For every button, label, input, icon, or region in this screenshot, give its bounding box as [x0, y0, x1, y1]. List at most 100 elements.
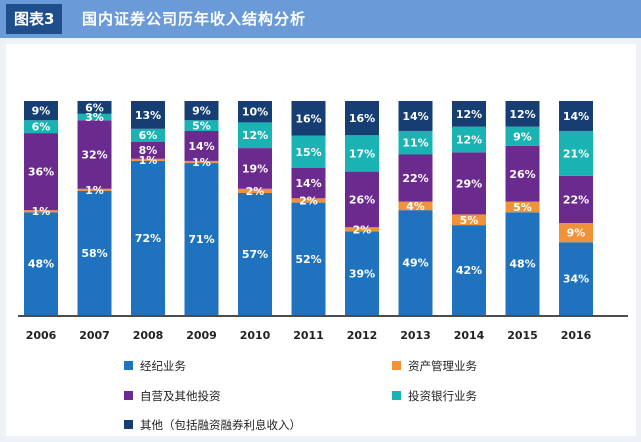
data-label-brokerage-2009: 71%: [188, 233, 214, 246]
data-label-brokerage-2010: 57%: [242, 248, 268, 261]
data-label-brokerage-2007: 58%: [81, 247, 107, 260]
data-label-ib-2016: 21%: [563, 147, 589, 160]
x-tick-2011: 2011: [293, 329, 324, 342]
data-label-proprietary-2011: 14%: [295, 177, 321, 190]
data-label-other-2007: 6%: [85, 101, 104, 114]
bar-segment-brokerage-2011: [291, 202, 326, 315]
bar-segment-brokerage-2013: [398, 210, 433, 315]
data-label-other-2009: 9%: [192, 105, 211, 118]
bar-segment-proprietary-2006: [24, 133, 58, 211]
bar-segment-proprietary-2008: [131, 141, 165, 159]
legend-swatch-asset_mgmt: [392, 361, 401, 370]
bar-segment-ib-2014: [452, 126, 486, 153]
bar-segment-asset_mgmt-2011: [291, 198, 326, 203]
bar-segment-brokerage-2008: [131, 160, 165, 315]
data-label-proprietary-2008: 8%: [139, 144, 158, 157]
legend-label-other: 其他（包括融资融券利息收入）: [140, 418, 301, 432]
x-tick-2013: 2013: [400, 329, 431, 342]
bar-segment-brokerage-2007: [77, 190, 112, 315]
x-tick-2016: 2016: [561, 329, 592, 342]
bar-segment-other-2014: [452, 101, 486, 127]
data-label-asset_mgmt-2011: 2%: [299, 194, 318, 207]
x-tick-2010: 2010: [240, 329, 271, 342]
legend-swatch-brokerage: [124, 361, 133, 370]
data-label-brokerage-2013: 49%: [402, 257, 428, 270]
bar-segment-proprietary-2016: [559, 175, 593, 223]
bar-segment-asset_mgmt-2007: [77, 188, 112, 191]
legend-swatch-proprietary: [124, 391, 133, 400]
data-label-ib-2006: 6%: [32, 121, 51, 134]
data-label-asset_mgmt-2008: 1%: [139, 154, 158, 167]
chart-area: 48% 1% 36% 6% 9% 58% 1% 32% 3% 6% 72% 1% 8% 6% 13% 71% 1…: [6, 44, 636, 436]
data-label-proprietary-2014: 29%: [456, 177, 482, 190]
x-tick-2009: 2009: [186, 329, 217, 342]
data-label-ib-2008: 6%: [139, 129, 158, 142]
data-label-ib-2012: 17%: [349, 147, 375, 160]
data-label-ib-2009: 5%: [192, 120, 211, 133]
data-label-asset_mgmt-2010: 2%: [246, 185, 265, 198]
legend-label-brokerage: 经纪业务: [140, 359, 186, 373]
bar-segment-proprietary-2011: [291, 168, 326, 199]
bar-segment-brokerage-2006: [24, 212, 58, 315]
bar-segment-asset_mgmt-2015: [505, 201, 540, 213]
data-label-proprietary-2007: 32%: [81, 149, 107, 162]
bar-segment-proprietary-2012: [345, 171, 379, 228]
bar-segment-ib-2007: [77, 113, 112, 121]
bar-segment-ib-2016: [559, 130, 593, 176]
x-tick-2015: 2015: [507, 329, 538, 342]
figure-header: 图表3 国内证券公司历年收入结构分析: [0, 0, 641, 38]
stacked-bar-chart: 48%1%36%6%9%58%1%32%3%6%72%1%8%6%13%71%1…: [18, 101, 628, 432]
data-label-other-2012: 16%: [349, 112, 375, 125]
bar-segment-asset_mgmt-2016: [559, 222, 593, 243]
bar-segment-other-2010: [238, 101, 272, 123]
data-label-asset_mgmt-2015: 5%: [513, 201, 532, 214]
data-label-proprietary-2012: 26%: [349, 193, 375, 206]
bar-segment-asset_mgmt-2013: [398, 201, 433, 211]
bar-segment-brokerage-2015: [505, 212, 540, 315]
data-label-brokerage-2016: 34%: [563, 273, 589, 286]
data-label-asset_mgmt-2006: 1%: [32, 205, 51, 218]
bar-segment-asset_mgmt-2008: [131, 158, 165, 161]
data-label-ib-2013: 11%: [402, 137, 428, 150]
data-label-ib-2011: 15%: [295, 146, 321, 159]
data-label-brokerage-2014: 42%: [456, 264, 482, 277]
legend-label-asset_mgmt: 资产管理业务: [408, 359, 477, 373]
bar-segment-other-2007: [77, 101, 112, 114]
data-label-brokerage-2012: 39%: [349, 267, 375, 280]
data-label-other-2014: 12%: [456, 108, 482, 121]
data-label-proprietary-2013: 22%: [402, 172, 428, 185]
bar-segment-other-2015: [505, 101, 540, 127]
bar-segment-proprietary-2007: [77, 120, 112, 189]
data-label-asset_mgmt-2013: 4%: [406, 200, 425, 213]
data-label-ib-2015: 9%: [513, 130, 532, 143]
bar-segment-asset_mgmt-2014: [452, 214, 486, 226]
data-label-brokerage-2008: 72%: [135, 232, 161, 245]
data-label-asset_mgmt-2014: 5%: [460, 214, 479, 227]
data-label-asset_mgmt-2007: 1%: [85, 184, 104, 197]
legend-swatch-other: [124, 420, 133, 429]
figure-tag: 图表3: [6, 4, 63, 34]
bar-segment-proprietary-2009: [184, 130, 219, 161]
data-label-proprietary-2009: 14%: [188, 140, 214, 153]
bars-group: 48%1%36%6%9%58%1%32%3%6%72%1%8%6%13%71%1…: [24, 101, 593, 315]
data-label-proprietary-2015: 26%: [509, 168, 535, 181]
data-label-ib-2007: 3%: [85, 111, 104, 124]
data-label-ib-2014: 12%: [456, 134, 482, 147]
bar-segment-ib-2015: [505, 126, 540, 146]
bar-segment-proprietary-2010: [238, 148, 272, 189]
x-tick-2014: 2014: [454, 329, 485, 342]
legend-swatch-ib: [392, 391, 401, 400]
legend-label-proprietary: 自营及其他投资: [140, 389, 221, 403]
bar-segment-ib-2008: [131, 128, 165, 142]
x-tick-labels: 2006 2007 2008 2009 2010 2011 2012 2013 2014 2015…: [26, 329, 592, 342]
bar-segment-ib-2006: [24, 120, 58, 134]
data-label-other-2015: 12%: [509, 108, 535, 121]
bar-segment-ib-2010: [238, 122, 272, 149]
data-label-proprietary-2016: 22%: [563, 193, 589, 206]
bar-segment-ib-2012: [345, 135, 379, 172]
data-label-other-2011: 16%: [295, 112, 321, 125]
bar-segment-brokerage-2012: [345, 231, 379, 315]
x-tick-2007: 2007: [79, 329, 110, 342]
